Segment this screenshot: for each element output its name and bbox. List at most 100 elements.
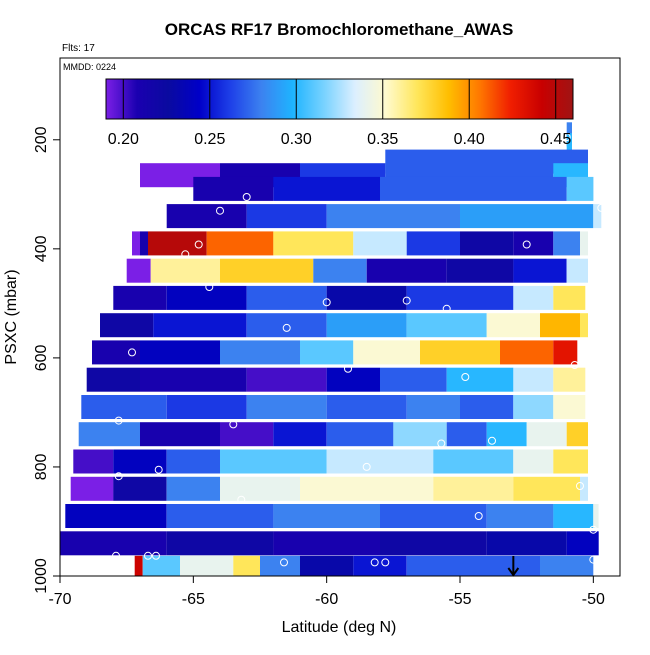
y-axis-label: PSXC (mbar) [3, 269, 20, 364]
heatmap-cell [353, 340, 420, 365]
sample-point [112, 551, 120, 560]
heatmap-cell [393, 422, 447, 447]
heatmap-cell [153, 313, 247, 338]
sample-point [362, 462, 371, 471]
y-tick-label: 600 [33, 344, 50, 371]
heatmap-cell [500, 340, 554, 365]
x-axis: -70 -65 -60 -55 -50 [48, 576, 605, 608]
heatmap-cell [513, 395, 554, 419]
heatmap-cell [406, 395, 460, 419]
sample-point [114, 472, 123, 481]
heatmap-cell [220, 340, 300, 365]
sample-point [522, 240, 531, 249]
x-axis-label: Latitude (deg N) [282, 619, 397, 636]
colorbar-tick-label: 0.25 [194, 131, 225, 148]
heatmap-cell [113, 449, 167, 474]
heatmap-cell [273, 504, 380, 528]
heatmap-cell [134, 555, 143, 576]
colorbar-tick-label: 0.40 [454, 131, 485, 148]
heatmap-cell [566, 258, 588, 283]
heatmap-cell [148, 231, 207, 256]
heatmap-cell [553, 285, 586, 310]
heatmap-cell [326, 449, 434, 474]
sample-points [112, 133, 606, 567]
heatmap-cell [273, 231, 354, 256]
heatmap-cell [246, 285, 327, 310]
heatmap-cell [193, 176, 274, 201]
heatmap-cell [446, 367, 514, 392]
heatmap-cell [220, 258, 314, 283]
heatmap-cell [353, 555, 407, 576]
sample-point [461, 373, 470, 381]
x-tick-label: -55 [448, 591, 471, 608]
heatmap-cell [180, 555, 234, 576]
heatmap-cell [593, 504, 599, 528]
heatmap-cell [486, 422, 527, 447]
heatmap-cell [380, 367, 447, 392]
heatmap-cell [446, 422, 487, 447]
heatmap-cell [100, 313, 154, 338]
sample-point [205, 283, 214, 291]
sample-point [152, 551, 160, 560]
heatmap-cell [260, 555, 300, 576]
heatmap-cell [326, 367, 380, 392]
x-tick-label: -60 [315, 591, 338, 608]
heatmap-cell [566, 176, 594, 201]
heatmap-cell [406, 313, 487, 338]
heatmap-cell [433, 476, 514, 501]
y-tick-label: 400 [33, 235, 50, 262]
heatmap-cell [113, 285, 167, 310]
heatmap-cell [513, 476, 580, 501]
heatmap-cell [326, 204, 460, 229]
heatmap-cell [300, 555, 354, 576]
heatmap-cells [60, 122, 602, 576]
heatmap-cell [313, 258, 367, 283]
heatmap-cell [206, 231, 274, 256]
heatmap-cell [566, 133, 572, 158]
chart-title: ORCAS RF17 Bromochloromethane_AWAS [165, 20, 514, 39]
heatmap-cell [526, 422, 567, 447]
sample-point [562, 133, 571, 142]
heatmap-cell [92, 340, 140, 365]
heatmap-cell [166, 476, 220, 501]
heatmap-cell [553, 504, 594, 528]
date-label: MMDD: 0224 [63, 62, 116, 72]
sample-point [194, 240, 203, 249]
colorbar-ramp [105, 78, 574, 120]
sample-point [344, 364, 352, 373]
heatmap-cell [406, 555, 540, 576]
heatmap-cell [132, 231, 140, 256]
x-tick-label: -65 [182, 591, 205, 608]
colorbar: 0.20 0.25 0.30 0.35 0.40 0.45 [105, 78, 574, 148]
sample-point [474, 512, 483, 520]
heatmap-cell [233, 555, 260, 576]
sample-point [229, 420, 238, 429]
heatmap-cell [273, 531, 380, 556]
sample-point [128, 348, 136, 357]
heatmap-cell [380, 531, 487, 556]
heatmap-cell [246, 313, 327, 338]
y-axis: 200 400 600 800 1000 [33, 126, 60, 594]
heatmap-cell [580, 231, 588, 256]
y-tick-label: 200 [33, 126, 50, 153]
sample-point [597, 203, 606, 212]
sample-point [242, 193, 251, 201]
sample-point [442, 304, 451, 313]
heatmap-cell [553, 395, 586, 419]
heatmap-cell [246, 367, 327, 392]
heatmap-cell [513, 367, 554, 392]
arrow-marker [507, 556, 520, 577]
heatmap-cell [273, 422, 327, 447]
heatmap-cell [70, 476, 114, 501]
heatmap-cell [513, 231, 554, 256]
heatmap-cell [166, 449, 220, 474]
sample-point [589, 555, 598, 564]
sample-point [381, 558, 390, 567]
heatmap-cell [126, 258, 151, 283]
heatmap-cell [140, 422, 220, 447]
heatmap-cell [486, 504, 554, 528]
colorbar-tick-label: 0.30 [281, 131, 312, 148]
heatmap-cell [150, 258, 220, 283]
heatmap-cell [366, 258, 447, 283]
